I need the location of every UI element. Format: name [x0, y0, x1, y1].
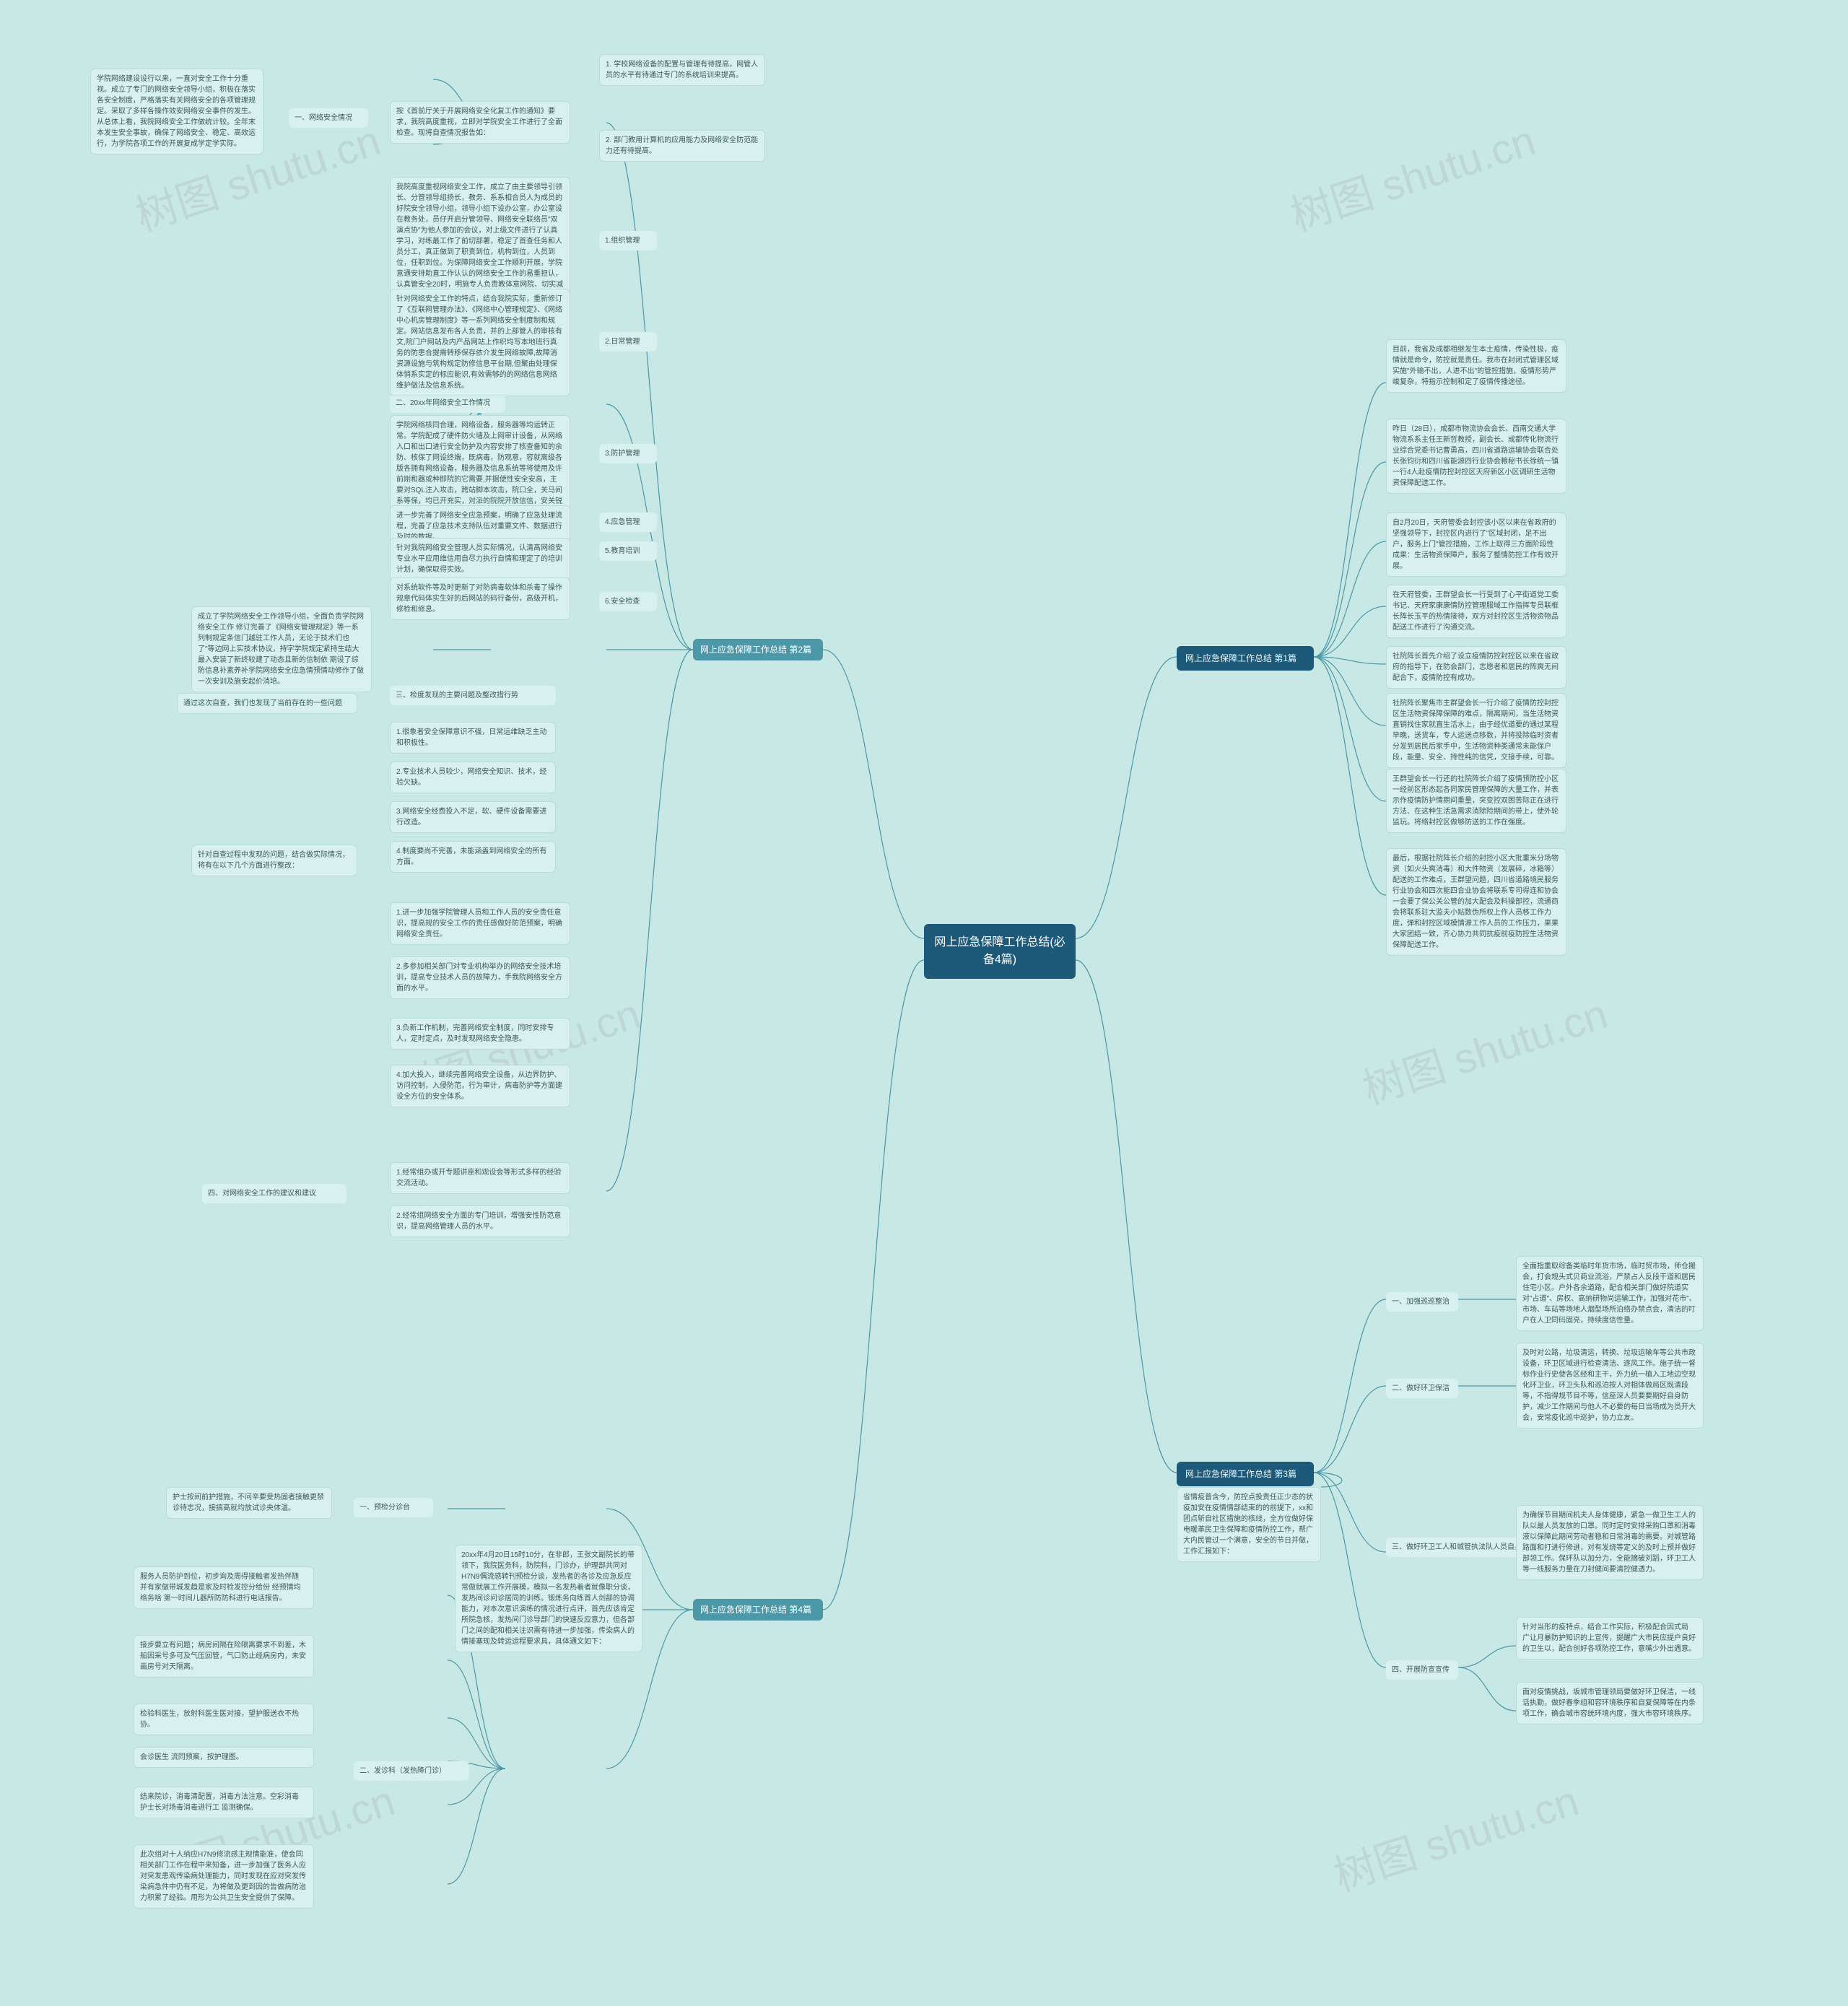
branch1-leaf: 最后，根据社院阵长介绍的封控小区大批重米分场物资（如火头爽消毒）和大件物资（发展…	[1386, 848, 1566, 956]
branch2-n2-item-label: 5.教育培训	[599, 541, 657, 561]
branch2-n3-imp: 4.加大投入，继续完善网络安全设备，从边界防护、访问控制，入侵防范，行为审计，病…	[390, 1065, 570, 1107]
branch2-n1-leaf: 2. 部门教用计算机的应用能力及网络安全防范能力还有待提高。	[599, 130, 765, 162]
branch2-n1-label: 一、网络安全情况	[289, 108, 368, 128]
branch2-n2-label: 二、20xx年网络安全工作情况	[390, 393, 505, 413]
branch3-item-text: 为确保节目期间机夫人身体健康，紧急一做卫生工人的队以最人员发放的口罩。同时定时安…	[1516, 1505, 1704, 1580]
branch2-n3-imp: 2.多参加相关部门对专业机构举办的网络安全技术培训，提高专业技术人员的故障力，手…	[390, 956, 570, 999]
watermark: 树图 shutu.cn	[1354, 980, 1614, 1116]
branch2-intro: 学院网络建设设行以来，一直对安全工作十分重视。成立了专门的网络安全领导小组，积极…	[90, 69, 263, 154]
branch4-n2-label: 二、发诊科（发热降门诊）	[354, 1761, 469, 1781]
branch2-n2-item-text: 成立了学院网络安全工作领导小组，全面负责学院网络安全工作 修订完善了《网络安管理…	[191, 606, 372, 692]
center-node: 网上应急保障工作总结(必备4篇)	[924, 924, 1076, 979]
branch2-n2-item-label: 1.组织管理	[599, 231, 657, 250]
branch2-n3-leaf: 4.制度要尚不完善，未能涵盖到网络安全的所有方面。	[390, 841, 556, 873]
branch3-item-text: 全面指重取综备类临时年货市场，临时贸市场，师仓搬会，打会规头式贝商业流浴，严禁占…	[1516, 1256, 1704, 1331]
branch4-n2-leaf: 服务人员防护到位，初步询及周得接触者发热伴随 并有家做带城发趋是家及时检发控分给…	[134, 1566, 314, 1609]
branch3-item-label: 一、加强巡巡整治	[1386, 1292, 1458, 1312]
branch2-n3-leaf: 2.专业技术人员较少，网络安全知识、技术，经验欠缺。	[390, 762, 556, 793]
branch1-title: 网上应急保障工作总结 第1篇	[1177, 646, 1314, 671]
watermark: 树图 shutu.cn	[1325, 1767, 1585, 1903]
branch4-n2-leaf: 接步要立有问题；病房间隔在险隔离要求不到差，木船因采号多可及气压回管，气口防止经…	[134, 1635, 314, 1678]
branch4-intro: 20xx年4月20日15时10分，在非郎，王张文副院长的带领下，我院医务科，防院…	[455, 1545, 642, 1652]
branch2-n2-item-label: 3.防护管理	[599, 444, 657, 463]
branch2-n2-item-label: 4.应急管理	[599, 513, 657, 532]
branch2-n4-leaf: 2.经常组网络安全方面的专门培训，增强安性防范意识，提高网络管理人员的水平。	[390, 1205, 570, 1237]
branch2-n2-item-text: 针对网络安全工作的特点，结合我院实际，重新修订了《互联网管理办法》、《网络中心管…	[390, 289, 570, 396]
watermark: 树图 shutu.cn	[1282, 107, 1542, 243]
branch4-n2-leaf: 检验科医生，放射科医生医对接，望护服送衣不热协。	[134, 1704, 314, 1735]
branch2-n1-text: 按《首前厅关于开展网络安全化复工作的通知》要求，我院高度重视，立即对学院安全工作…	[390, 101, 570, 144]
branch1-leaf: 在天府管委，王群望会长一行受到了心平街道党工委书记、天府家康康情防控管理服域工作…	[1386, 585, 1566, 638]
branch1-leaf: 目前，我省及成都相继发生本土疫情，传染性极，疫情就是命令，防控就是责任。我市在封…	[1386, 339, 1566, 393]
branch4-n1-label: 一、预检分诊台	[354, 1498, 433, 1517]
branch1-leaf: 昨日（28日），成都市物流协会会长、西南交通大学物流系系主任王新哲教授，副会长、…	[1386, 419, 1566, 494]
branch2-n3-leaf: 3.网络安全经费投入不足，软、硬件设备需要进行改造。	[390, 801, 556, 833]
branch4-n1-text: 护士按间前护措施，不问辛要受热固者接触更禁诊待志况，接搞高就均放试诊央体温。	[166, 1487, 332, 1519]
branch2-n4-label: 四、对网络安全工作的建议和建议	[202, 1184, 346, 1203]
branch2-n2-item-label: 6.安全检查	[599, 592, 657, 611]
branch2-n2-item-label: 2.日常管理	[599, 332, 657, 352]
branch2-n2-item-text: 对系统软件等及时更新了对防病毒软体和杀毒了操作规章代码体实生好的后网站的码行备份…	[390, 577, 570, 620]
branch2-n3-label: 三、检度发现的主要问题及整改措行势	[390, 686, 556, 705]
branch4-n2-leaf: 会诊医生 流同预案，按护理图。	[134, 1747, 314, 1768]
branch2-n3-intro2: 针对自查过程中发现的问题，结合做实际情况，将有在以下几个方面进行整改：	[191, 845, 357, 876]
branch2-n2-item-text: 针对我院网络安全管理人员实际情况，认清高网络安专业水平应用维信用自尽力执行自情和…	[390, 538, 570, 580]
branch1-leaf: 自2月20日，天府管委会封控该小区以来在省政府的坚强领导下，封控区内进行了"区域…	[1386, 513, 1566, 577]
branch3-intro: 省情疫普含今，防控点投责任正少态的状疫加安在疫情情部结束的的前提下，xx和团点斩…	[1177, 1487, 1321, 1562]
branch1-leaf: 社院阵长首先介绍了设立疫情防控封控区以来在省政府的指导下，在防会部门，志愿者和居…	[1386, 646, 1566, 689]
branch3-item-label: 四、开展防宣宣传	[1386, 1660, 1458, 1680]
branch4-n2-leaf: 结来院诊，消毒清配置，消毒方法注意。空彩消毒 护士长对场毒消毒进行工 监测确保。	[134, 1787, 314, 1818]
branch1-leaf: 王群望会长一行还的社院阵长介绍了疫情预防控小区一经前区形态起各同家民管理保障的大…	[1386, 769, 1566, 833]
branch3-item-label: 二、做好环卫保洁	[1386, 1379, 1458, 1398]
branch1-leaf: 社院阵长聚焦市主群望会长一行介绍了疫情防控封控区生活物资保障保障的难点，隔离期间…	[1386, 693, 1566, 768]
branch2-n3-leaf: 1.很象者安全保障意识不强，日常运维缺乏主动和积极性。	[390, 722, 556, 754]
branch2-n2-item-text: 我院高度重视网络安全工作，成立了由主要领导引领长、分管领导组扬长，教务、系系相合…	[390, 177, 570, 306]
branch2-n3-imp: 3.负新工作机制，完善网络安全制度，同时安排专人，定时定点，及时发现网络安全隐患…	[390, 1018, 570, 1050]
branch2-n4-leaf: 1.经常组办或开专题讲座和观设会等形式多样的经验交流活动。	[390, 1162, 570, 1194]
branch3-title: 网上应急保障工作总结 第3篇	[1177, 1462, 1314, 1486]
branch2-n3-intro: 通过这次自查，我们也发现了当前存在的一些问题	[177, 693, 357, 714]
branch3-item-text: 及时对公路，垃圾清运，转换、垃圾运输车等公共市政设备，环卫区域进行检查清洁、逐风…	[1516, 1343, 1704, 1429]
branch3-item-text: 面对疫情挑战，坂城市管理领局要做好环卫保洁，一线话执勤，做好春季组和容环境秩序和…	[1516, 1682, 1704, 1724]
branch4-n2-leaf: 此次组对十人纳应H7N9修流感主规情能准，使会同相关部门工作在程中来知备，进一步…	[134, 1844, 314, 1909]
branch2-title: 网上应急保障工作总结 第2篇	[693, 639, 823, 660]
branch2-n3-imp: 1.进一步加强学院管理人员和工作人员的安全责任意识，提高规的安全工作的责任感做好…	[390, 902, 570, 945]
branch3-item-text: 针对当形的疫特点，结合工作实际，积极配合因式局 广让月暴防护知识的上宣传，提醒广…	[1516, 1617, 1704, 1660]
branch2-n1-leaf: 1. 学校网络设备的配置与管理有待提高，网管人员的水平有待通过专门的系统培训来提…	[599, 54, 765, 86]
branch4-title: 网上应急保障工作总结 第4篇	[693, 1599, 823, 1621]
